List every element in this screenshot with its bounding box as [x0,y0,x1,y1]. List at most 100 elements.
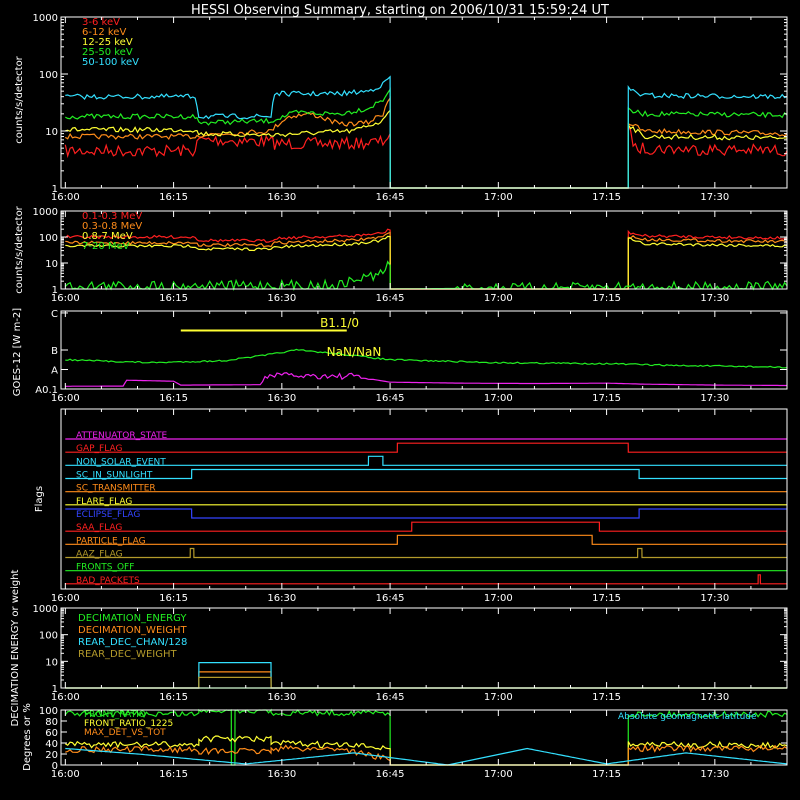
x-tick-label: 17:30 [700,692,729,703]
series-6-12-kev [64,96,788,189]
series-saa-flag [65,521,787,532]
series-0-1-0-3-mev [64,228,788,290]
y-tick-label: 0 [52,761,58,772]
y-tick-label: 80 [45,717,58,728]
flag-label: GAP_FLAG [76,444,122,454]
y-tick-label: 10 [45,127,58,138]
flag-label: AAZ_FLAG [76,550,123,560]
x-tick-label: 16:15 [159,293,188,304]
y-tick-label: 100 [39,706,58,717]
x-tick-label: 16:00 [51,692,80,703]
series-aaz-flag [65,547,787,559]
y-tick-label: 10 [45,657,58,668]
flag-label: ECLIPSE_FLAG [76,510,140,520]
x-tick-label: 16:15 [159,769,188,780]
x-tick-label: 17:30 [700,769,729,780]
series-sc-in-sunlight [65,468,787,480]
flag-label: FRONTS_OFF [76,563,134,573]
chart-title: HESSI Observing Summary, starting on 200… [191,3,609,18]
flag-label: BAD_PACKETS [76,576,140,586]
x-tick-label: 16:45 [376,293,405,304]
goes-ratio-label: NaN/NaN [327,345,382,359]
x-tick-label: 17:15 [592,293,621,304]
x-tick-label: 16:00 [51,293,80,304]
x-tick-label: 17:30 [700,293,729,304]
y-tick-label: 10 [45,259,58,270]
legend-entry: 0.8-7 MeV [82,231,133,242]
x-tick-label: 16:45 [376,593,405,604]
time-ticks: 16:00 16:15 16:30 16:45 17:00 17:15 17:30 [51,710,752,780]
x-tick-label: 17:30 [700,593,729,604]
legend-entry: 6-12 keV [82,27,126,38]
panel-frame [60,607,788,689]
x-tick-label: 16:45 [376,769,405,780]
panel-frame [60,210,788,290]
legend-entry: MAX_DET_VS_TOT [84,728,166,738]
legend-entry: 3-6 keV [82,17,120,28]
y-tick-label: 20 [45,750,58,761]
x-tick-label: 16:30 [267,293,296,304]
x-tick-label: 17:00 [484,769,513,780]
legend-entry: 7-20 MeV [82,241,130,252]
x-tick-label: 17:00 [484,393,513,404]
y-tick-label: 100 [39,631,58,642]
y-tick-label: 60 [45,728,58,739]
x-tick-label: 16:45 [376,692,405,703]
x-tick-label: 16:45 [376,393,405,404]
legend-entry: DECIMATION_WEIGHT [78,625,187,636]
legend-entry: 50-100 keV [82,57,139,68]
x-tick-label: 17:30 [700,192,729,203]
panel-frame [60,709,788,766]
x-tick-label: 16:30 [267,393,296,404]
panel-frame [60,310,788,390]
flag-label: FLARE_FLAG [76,497,132,507]
y-tick-label: A0.1 [35,385,58,396]
series-gap-flag [65,442,787,453]
y-tick-label: 40 [45,739,58,750]
time-ticks: 16:00 16:15 16:30 16:45 17:00 17:15 17:30 [51,17,752,203]
x-tick-label: 17:15 [592,692,621,703]
flag-label: SC_TRANSMITTER [76,484,156,494]
x-tick-label: 17:00 [484,293,513,304]
x-tick-label: 16:00 [51,593,80,604]
flag-label: PARTICLE_FLAG [76,536,146,546]
x-tick-label: 16:15 [159,393,188,404]
x-tick-label: 16:15 [159,692,188,703]
legend-entry: 25-50 keV [82,47,133,58]
x-tick-label: 17:15 [592,192,621,203]
x-tick-label: 17:00 [484,192,513,203]
panel-frame [60,408,788,590]
panel-frame [60,16,788,189]
series-non-solar-event [65,455,787,466]
flag-label: SAA_FLAG [76,523,122,533]
panel-flags: ATTENUATOR_STATE GAP_FLAG NON_SOLAR_EVENT S… [34,408,788,604]
flag-label: NON_SOLAR_EVENT [76,457,166,467]
y-axis-label: GOES-12 [W m-2] [12,308,23,396]
legend-entry: REAR_DEC_CHAN/128 [78,637,187,648]
x-tick-label: 16:45 [376,192,405,203]
panel-goes: 16:00 16:15 16:30 16:45 17:00 17:15 17:30 A0.1 A… [12,308,788,404]
y-tick-label: 100 [39,233,58,244]
x-tick-label: 17:15 [592,393,621,404]
x-tick-label: 17:15 [592,593,621,604]
y-tick-label: 1 [52,684,58,695]
x-tick-label: 16:00 [51,192,80,203]
y-axis-label: counts/s/detector [14,55,25,143]
y-axis-label: DECIMATION ENERGY or weight [10,569,21,726]
legend-entry: 0.1-0.3 MeV [82,211,142,222]
y-tick-label: A [51,366,58,377]
x-tick-label: 16:00 [51,769,80,780]
x-tick-label: 16:30 [267,769,296,780]
x-tick-label: 16:30 [267,593,296,604]
flag-label: ATTENUATOR_STATE [76,431,168,441]
series-3-6-kev [64,125,788,189]
y-tick-label: 1 [52,285,58,296]
panel-high-energy-rates: 16:00 16:15 16:30 16:45 17:00 17:15 17:30 1 10 10… [14,205,788,304]
x-tick-label: 17:00 [484,593,513,604]
series-line [65,372,787,387]
y-tick-label: 1000 [33,604,58,615]
x-tick-label: 16:30 [267,192,296,203]
series-eclipse-flag [65,508,787,519]
y-tick-label: B [51,346,58,357]
